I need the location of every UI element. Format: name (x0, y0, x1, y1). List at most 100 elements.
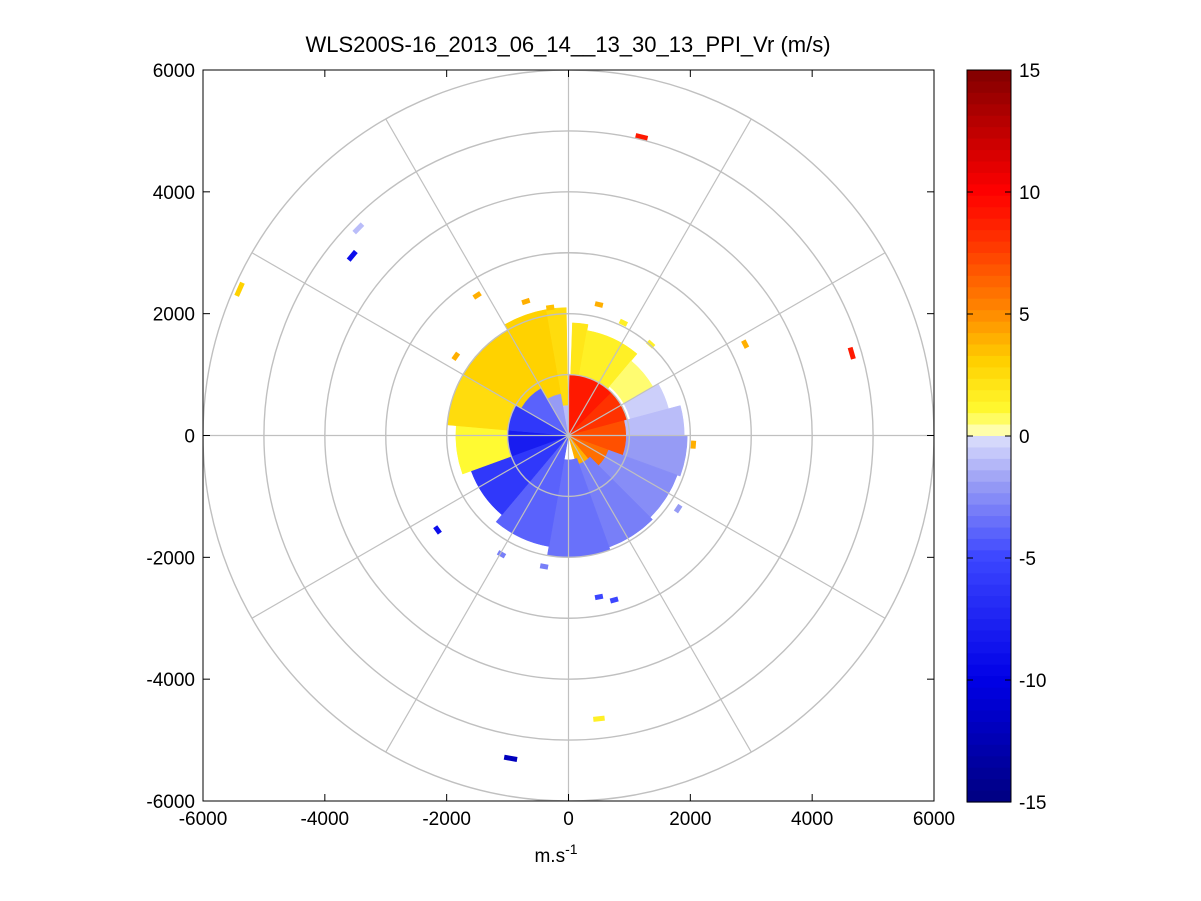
velocity-gate-4 (346, 249, 358, 262)
velocity-gate-14 (433, 525, 442, 535)
x-axis: -6000 -4000 -2000 0 2000 4000 6000 (179, 70, 955, 830)
colorbar-step (967, 653, 1011, 666)
x-tick-label: 4000 (791, 809, 833, 830)
colorbar-step (967, 470, 1011, 483)
chart-title: WLS200S-16_2013_06_14__13_30_13_PPI_Vr (… (305, 32, 830, 57)
colorbar-step (967, 607, 1011, 620)
velocity-gate-8 (545, 304, 555, 311)
x-axis-label: m.s-1 (534, 841, 577, 867)
colorbar-step (967, 481, 1011, 494)
x-tick-label: 0 (563, 809, 574, 830)
velocity-gate-12 (451, 351, 461, 362)
velocity-gate-mark (594, 593, 604, 601)
azimuth-spoke-1 (567, 118, 752, 436)
colorbar-step (967, 584, 1011, 597)
x-axis-label-base: m.s (534, 846, 565, 867)
velocity-gate-19 (673, 503, 683, 514)
velocity-gate-mark (496, 550, 507, 559)
colorbar: 15 10 5 0 -5 -10 -15 (966, 61, 1046, 814)
colorbar-step (967, 458, 1011, 471)
velocity-gate-mark (618, 318, 629, 327)
colorbar-step (967, 516, 1011, 529)
colorbar-tick-label: 0 (1019, 427, 1030, 448)
y-tick-label: 6000 (153, 61, 195, 82)
velocity-gate-mark (646, 339, 656, 349)
colorbar-step (967, 230, 1011, 243)
colorbar-step (967, 264, 1011, 277)
x-tick-label: 2000 (669, 809, 711, 830)
colorbar-step (967, 744, 1011, 757)
colorbar-step (967, 310, 1011, 323)
velocity-gate-9 (594, 301, 604, 308)
velocity-gate-17 (594, 593, 604, 601)
velocity-gate-18 (609, 596, 619, 604)
colorbar-step (967, 70, 1011, 83)
x-tick-label: 6000 (913, 809, 955, 830)
velocity-gate-mark (451, 351, 461, 362)
colorbar-tick-label: 5 (1019, 305, 1030, 326)
azimuth-spoke-5 (567, 435, 752, 753)
colorbar-step (967, 561, 1011, 574)
velocity-gate-1 (847, 346, 856, 360)
colorbar-step (967, 390, 1011, 403)
y-tick-label: -2000 (146, 548, 195, 569)
colorbar-tick-label: -10 (1019, 671, 1046, 692)
colorbar-step (967, 596, 1011, 609)
velocity-gate-mark (346, 249, 358, 262)
colorbar-step (967, 733, 1011, 746)
velocity-gate-15 (496, 550, 507, 559)
colorbar-step (967, 721, 1011, 734)
x-tick-label: -2000 (422, 809, 471, 830)
colorbar-step (967, 504, 1011, 517)
velocity-gate-5 (352, 222, 365, 235)
x-axis-label-sup: -1 (565, 841, 578, 857)
velocity-gate-21 (503, 754, 518, 762)
colorbar-step (967, 493, 1011, 506)
colorbar-step (967, 104, 1011, 117)
colorbar-step (967, 573, 1011, 586)
colorbar-step (967, 275, 1011, 288)
velocity-gate-10 (618, 318, 629, 327)
colorbar-step (967, 115, 1011, 128)
colorbar-step (967, 321, 1011, 334)
azimuth-spoke-4 (568, 434, 886, 619)
y-tick-label: -4000 (146, 670, 195, 691)
colorbar-step (967, 207, 1011, 220)
colorbar-tick-label: 15 (1019, 61, 1040, 82)
colorbar-step (967, 687, 1011, 700)
colorbar-step (967, 790, 1011, 803)
velocity-gate-mark (521, 297, 531, 306)
colorbar-step (967, 779, 1011, 792)
colorbar-step (967, 401, 1011, 414)
colorbar-tick-label: -5 (1019, 549, 1036, 570)
colorbar-step (967, 150, 1011, 163)
colorbar-step (967, 538, 1011, 551)
colorbar-tick-label: 10 (1019, 183, 1040, 204)
colorbar-step (967, 81, 1011, 94)
colorbar-tick-label: -15 (1019, 793, 1046, 814)
colorbar-step (967, 710, 1011, 723)
colorbar-step (967, 333, 1011, 346)
velocity-gate-mark (847, 346, 856, 360)
colorbar-step (967, 413, 1011, 426)
data-layer (234, 133, 856, 762)
y-tick-label: 4000 (153, 183, 195, 204)
y-tick-label: -6000 (146, 792, 195, 813)
velocity-gate-mark (545, 304, 555, 311)
velocity-sector-10 (622, 435, 688, 477)
y-tick-label: 2000 (153, 305, 195, 326)
colorbar-step (967, 127, 1011, 140)
colorbar-step (967, 550, 1011, 563)
y-axis: 6000 4000 2000 0 -2000 -4000 -6000 (146, 61, 934, 813)
velocity-gate-20 (593, 715, 605, 722)
velocity-gate-mark (609, 596, 619, 604)
colorbar-step (967, 195, 1011, 208)
velocity-gate-mark (472, 291, 482, 300)
velocity-gate-0 (635, 133, 649, 141)
colorbar-step (967, 241, 1011, 254)
colorbar-step (967, 676, 1011, 689)
velocity-gate-mark (741, 339, 750, 349)
velocity-gate-16 (539, 563, 549, 570)
velocity-gate-mark (234, 281, 245, 297)
colorbar-step (967, 298, 1011, 311)
